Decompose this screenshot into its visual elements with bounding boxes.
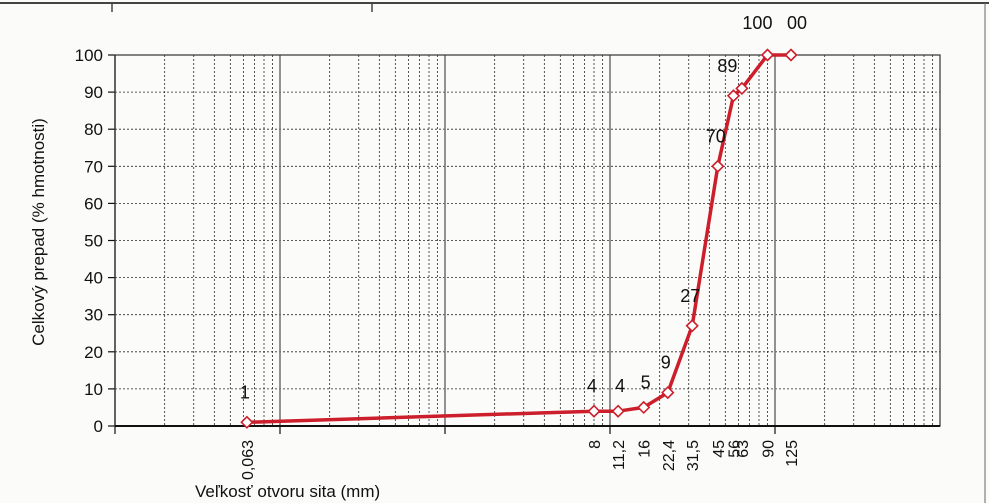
data-label: 4 <box>587 376 597 396</box>
x-tick-label: 63 <box>735 440 752 458</box>
x-tick-label: 45 <box>711 440 728 458</box>
x-tick-label: 56 <box>726 440 743 458</box>
y-tick-label: 80 <box>84 120 103 139</box>
series <box>240 48 798 429</box>
data-point <box>760 48 775 62</box>
data-label: 9 <box>661 353 671 373</box>
data-point <box>784 48 798 62</box>
data-point <box>661 385 675 400</box>
x-tick-label: 90 <box>760 440 777 458</box>
data-point <box>735 81 749 96</box>
x-tick-label: 22,4 <box>661 440 678 471</box>
data-label: 100 <box>742 13 772 33</box>
x-tick-label: 16 <box>637 440 654 458</box>
x-tick-label: 125 <box>784 440 801 467</box>
data-label: 1 <box>240 382 250 402</box>
data-point <box>587 404 601 418</box>
y-tick-label: 100 <box>75 46 103 65</box>
x-axis-title: Veľkosť otvoru sita (mm) <box>195 482 380 501</box>
data-label: 27 <box>680 286 700 306</box>
y-tick-label: 70 <box>84 157 103 176</box>
x-tick-label: 11,2 <box>611 440 628 470</box>
data-label: 70 <box>706 126 726 146</box>
data-label: 4 <box>615 376 625 396</box>
y-tick-labels: 0 10 20 30 40 50 60 70 80 90 100 <box>75 46 103 436</box>
data-point <box>611 404 625 418</box>
axes <box>108 54 941 434</box>
y-tick-label: 60 <box>84 194 103 213</box>
y-axis-title: Celkový prepad (% hmotnosti) <box>29 118 48 346</box>
data-point <box>711 159 725 173</box>
data-point <box>685 319 699 333</box>
y-tick-label: 40 <box>84 269 103 288</box>
y-tick-label: 30 <box>84 306 103 325</box>
y-tick-label: 90 <box>84 83 103 102</box>
x-tick-label: 8 <box>587 440 604 449</box>
y-tick-label: 20 <box>84 343 103 362</box>
x-tick-label: 0,063 <box>240 440 257 480</box>
y-tick-label: 0 <box>94 417 103 436</box>
x-tick-label: 31,5 <box>685 440 702 471</box>
data-point <box>240 415 254 429</box>
data-point <box>726 89 741 103</box>
y-tick-label: 10 <box>84 380 103 399</box>
y-tick-label: 50 <box>84 232 103 251</box>
data-label: 89 <box>717 56 737 76</box>
data-point <box>637 400 651 415</box>
data-label: 00 <box>787 13 807 33</box>
data-label: 5 <box>641 372 651 392</box>
